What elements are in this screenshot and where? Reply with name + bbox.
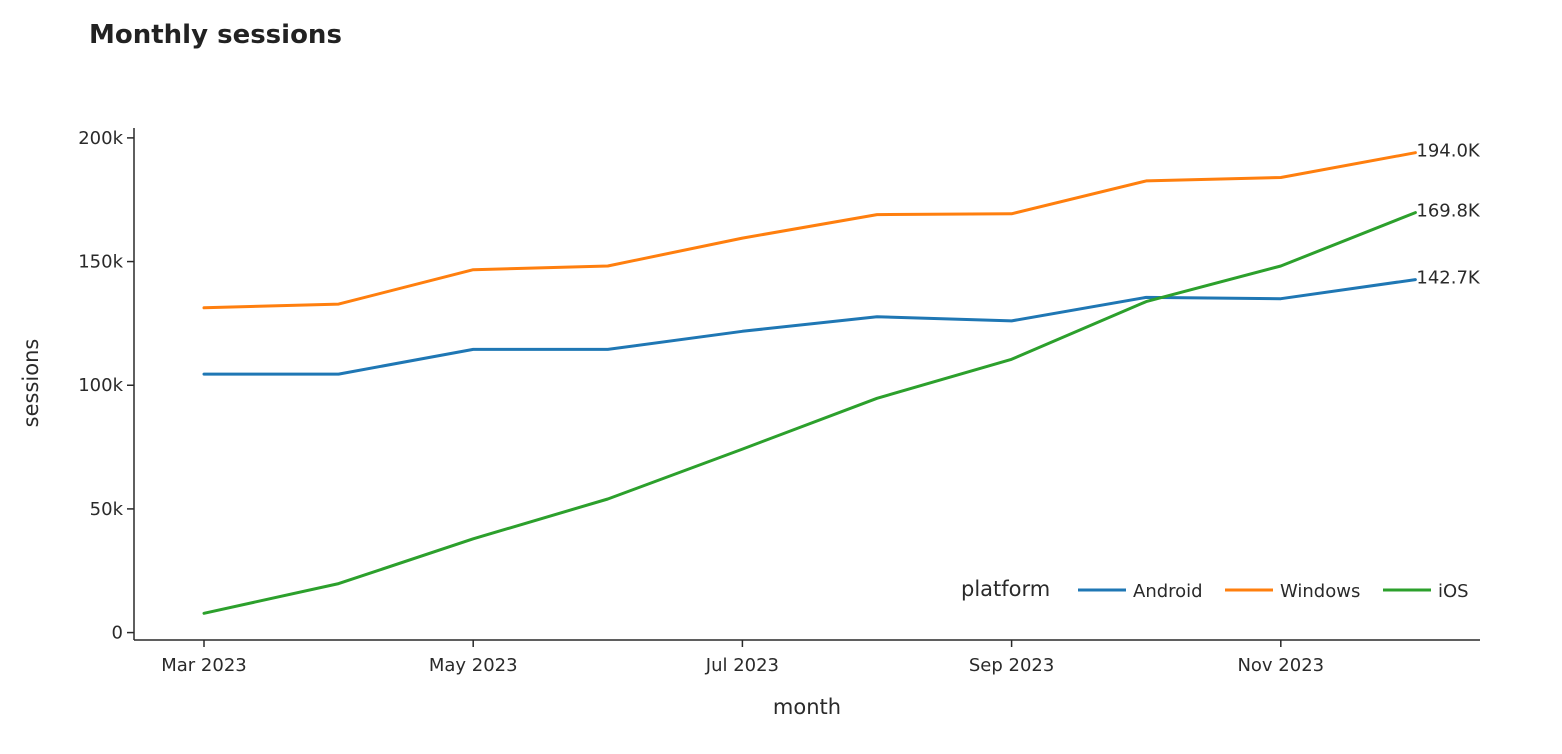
x-tick-label: May 2023: [429, 655, 518, 676]
series-line-windows: [202, 151, 1417, 310]
y-tick-label: 100k: [78, 375, 123, 396]
end-label-android: 142.7K: [1416, 268, 1481, 289]
legend-label-ios: iOS: [1438, 581, 1469, 602]
y-axis-title: sessions: [19, 339, 43, 428]
y-tick-label: 0: [112, 623, 123, 644]
y-tick-label: 50k: [90, 499, 124, 520]
axes: [133, 128, 1480, 641]
chart-title: Monthly sessions: [89, 20, 342, 50]
x-tick-label: Jul 2023: [705, 655, 779, 676]
legend-label-android: Android: [1133, 581, 1203, 602]
end-labels: 142.7K 194.0K 169.8K: [1416, 141, 1481, 289]
series-lines: [202, 151, 1417, 615]
x-tick-label: Nov 2023: [1237, 655, 1324, 676]
x-ticks: Mar 2023 May 2023 Jul 2023 Sep 2023 Nov 2023: [161, 640, 1324, 676]
y-ticks: 0 50k 100k 150k 200k: [78, 128, 134, 644]
x-axis-title: month: [773, 695, 841, 719]
x-tick-label: Mar 2023: [161, 655, 247, 676]
legend-label-windows: Windows: [1280, 581, 1360, 602]
x-tick-label: Sep 2023: [969, 655, 1054, 676]
legend: platform Android Windows iOS: [961, 577, 1469, 602]
series-line-ios: [202, 211, 1417, 615]
end-label-ios: 169.8K: [1416, 201, 1481, 222]
legend-title: platform: [961, 577, 1050, 601]
series-line-android: [202, 278, 1417, 376]
end-label-windows: 194.0K: [1416, 141, 1481, 162]
y-tick-label: 150k: [78, 252, 123, 273]
y-tick-label: 200k: [78, 128, 123, 149]
